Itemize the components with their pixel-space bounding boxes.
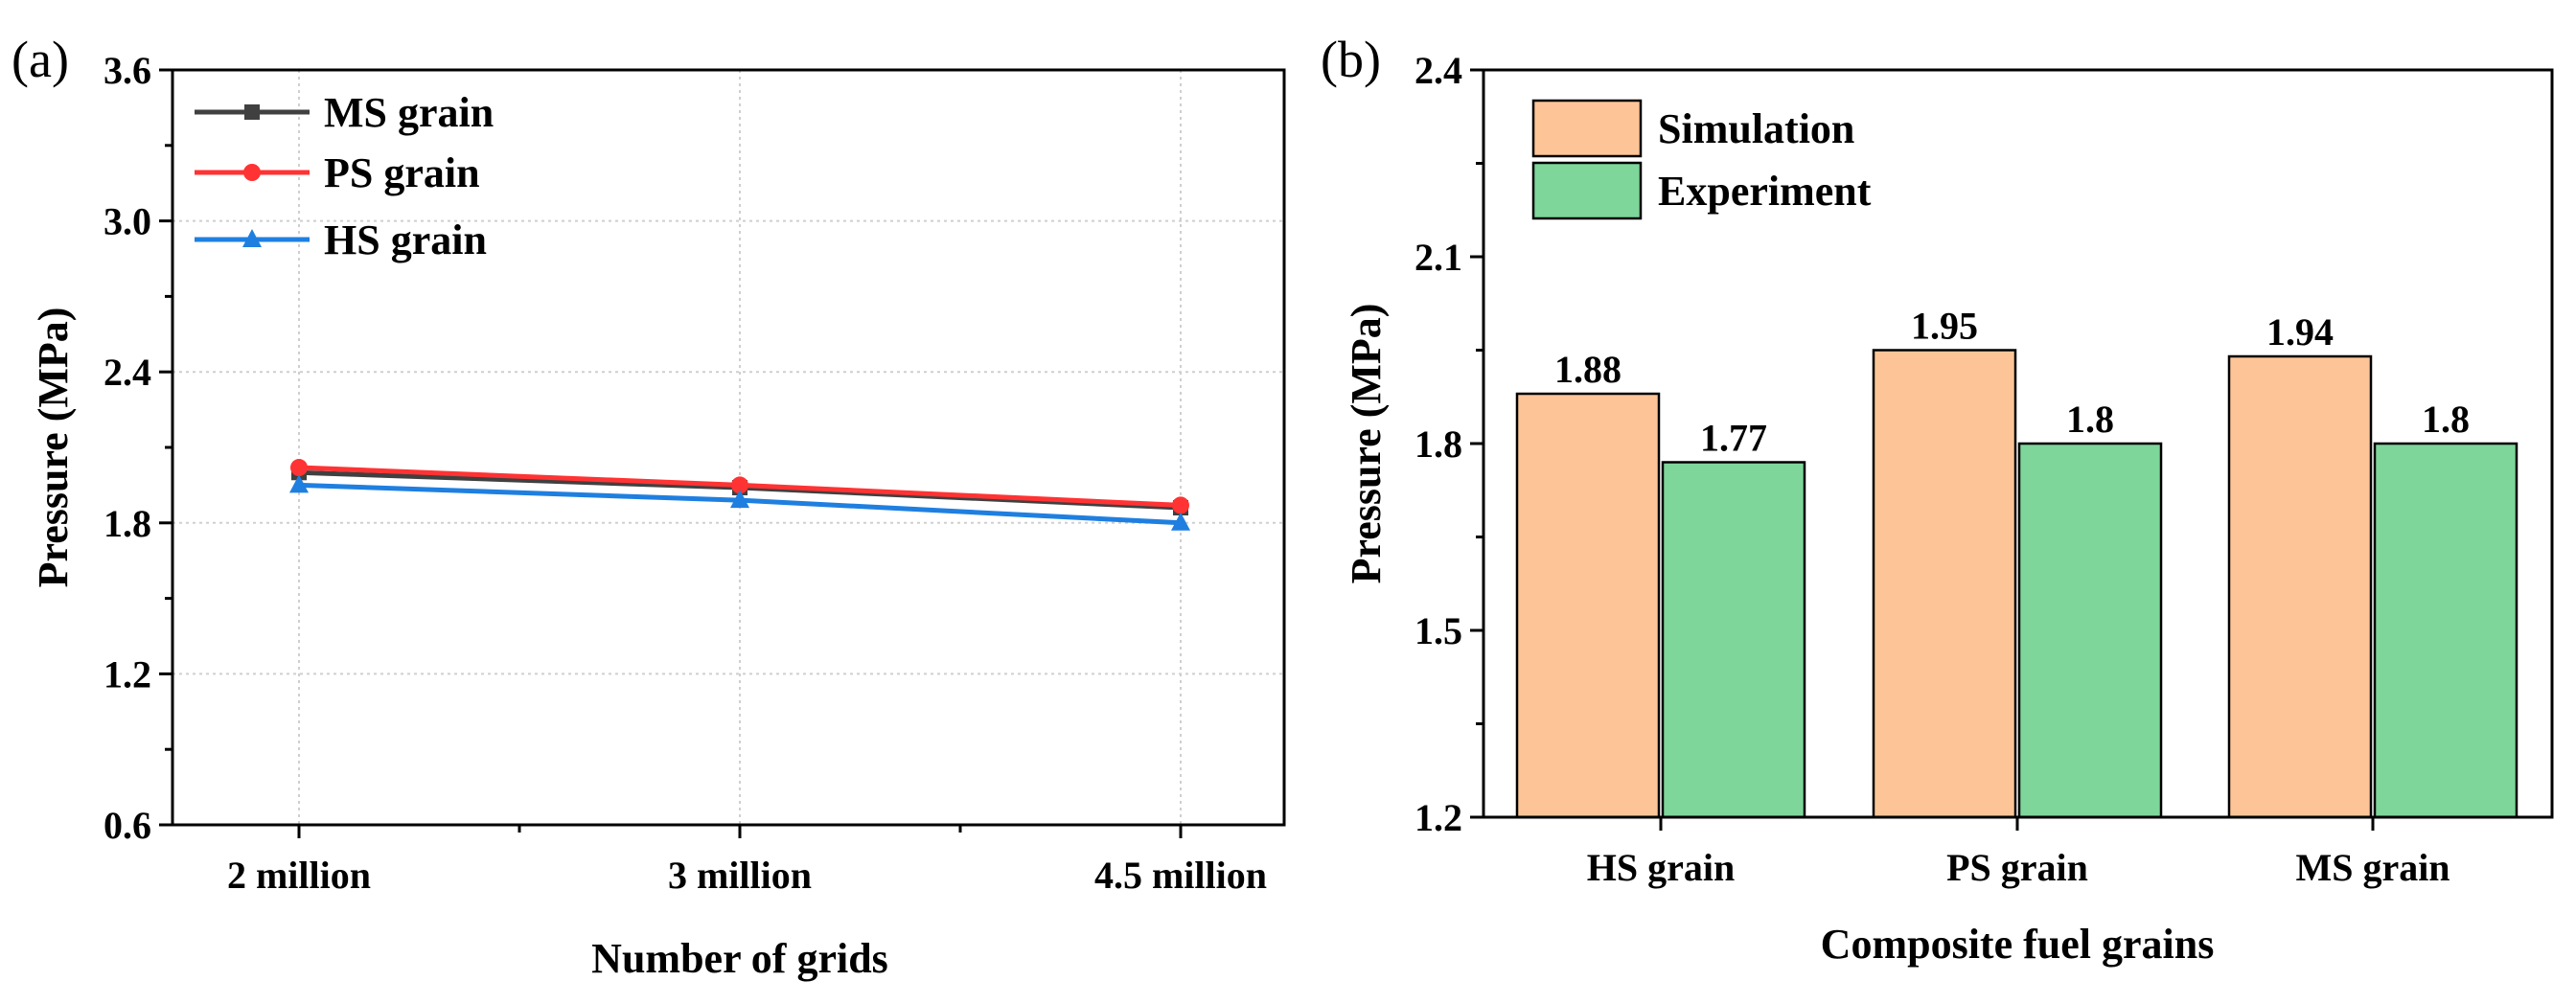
line-series-group	[289, 459, 1190, 531]
legend-marker	[242, 229, 262, 247]
y-tick-label: 1.8	[104, 502, 151, 545]
x-tick-label: HS grain	[1587, 846, 1735, 889]
x-tick-label: MS grain	[2295, 846, 2450, 889]
bar-value-label: 1.77	[1700, 417, 1767, 460]
legend-marker	[244, 104, 260, 120]
legend-label: MS grain	[324, 89, 494, 136]
x-axis-label: Number of grids	[591, 935, 888, 982]
y-tick-label: 1.5	[1414, 609, 1462, 652]
y-tick-label: 2.4	[1414, 49, 1462, 92]
legend-label: Experiment	[1658, 168, 1872, 215]
bar-group: 1.88 1.77 1.95 1.8 1.94 1.8	[1515, 305, 2518, 819]
legend-swatch	[1531, 161, 1643, 220]
data-point	[290, 459, 308, 477]
legend-label: PS grain	[324, 149, 480, 196]
legend-label: Simulation	[1658, 105, 1854, 152]
y-axis-label: Pressure (MPa)	[30, 308, 77, 588]
y-tick-label: 1.2	[1414, 796, 1462, 839]
x-tick-label: PS grain	[1946, 846, 2088, 889]
panel-b-label: (b)	[1321, 31, 1381, 88]
bar-value-label: 1.88	[1554, 348, 1622, 391]
bar-experiment	[2017, 442, 2163, 819]
y-tick-label: 3.6	[104, 49, 151, 92]
bar-value-label: 1.95	[1911, 305, 1978, 348]
legend: MS grain PS grain HS grain	[195, 89, 494, 263]
y-tick-label: 2.1	[1414, 236, 1462, 279]
bar-experiment	[1661, 461, 1806, 819]
panel-a-label: (a)	[12, 31, 69, 88]
y-tick-label: 0.6	[104, 804, 151, 847]
x-axis-label: Composite fuel grains	[1821, 921, 2215, 968]
legend: Simulation Experiment	[1531, 99, 1872, 220]
y-tick-label: 2.4	[104, 351, 151, 394]
bar-simulation	[1515, 392, 1661, 819]
line-chart-a: 0.6 1.2 1.8 2.4 3.0 3.6 2 million 3 million 4.5…	[30, 49, 1286, 982]
y-axis-ticks: 0.6 1.2 1.8 2.4 3.0 3.6	[104, 49, 172, 847]
y-axis-ticks: 1.2 1.5 1.8 2.1 2.4	[1414, 49, 1484, 839]
data-point	[731, 476, 748, 494]
x-tick-label: 4.5 million	[1094, 854, 1267, 897]
bar-simulation	[2227, 354, 2373, 819]
bar-experiment	[2373, 442, 2518, 819]
y-tick-label: 1.8	[1414, 422, 1462, 466]
y-tick-label: 3.0	[104, 200, 151, 243]
grid-lines	[172, 70, 1284, 825]
x-axis-ticks: 2 million 3 million 4.5 million	[227, 825, 1267, 897]
x-axis-ticks: HS grain PS grain MS grain	[1587, 817, 2450, 889]
x-tick-label: 3 million	[668, 854, 812, 897]
bar-simulation	[1872, 349, 2017, 819]
bar-chart-b: 1.88 1.77 1.95 1.8 1.94 1.8 1.2 1.5 1.8 2.1 2.4 H…	[1343, 49, 2554, 968]
data-point	[1172, 496, 1189, 514]
legend-swatch	[1531, 99, 1643, 158]
x-tick-label: 2 million	[227, 854, 371, 897]
data-point	[1171, 512, 1190, 531]
data-point	[730, 490, 749, 509]
y-axis-label: Pressure (MPa)	[1343, 304, 1390, 584]
data-point	[289, 474, 309, 493]
bar-value-label: 1.8	[2422, 398, 2470, 441]
bar-value-label: 1.8	[2066, 398, 2114, 441]
legend-label: HS grain	[324, 217, 487, 263]
y-tick-label: 1.2	[104, 652, 151, 696]
legend-marker	[243, 164, 261, 181]
bar-value-label: 1.94	[2266, 310, 2334, 354]
